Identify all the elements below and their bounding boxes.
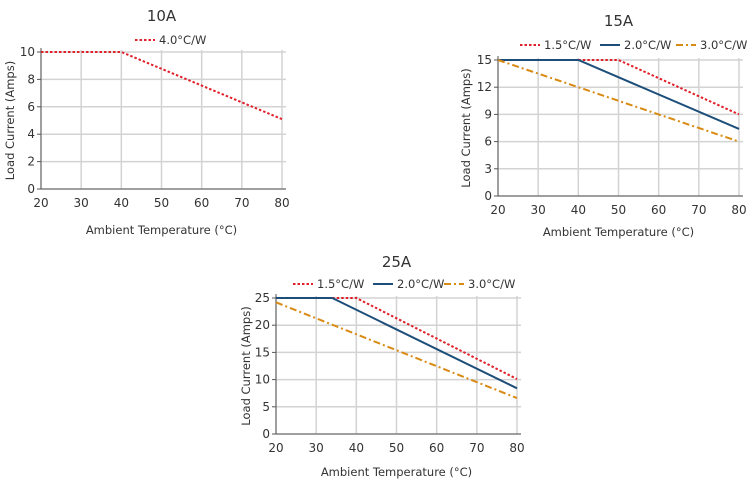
y-tick-label: 0 [27, 182, 35, 196]
x-tick-label: 30 [309, 441, 324, 455]
x-tick-label: 30 [74, 196, 89, 210]
chart-title: 25A [382, 253, 412, 271]
y-tick-label: 6 [27, 100, 35, 114]
y-tick-label: 10 [20, 45, 35, 59]
x-tick-label: 80 [509, 441, 524, 455]
y-tick-label: 15 [477, 53, 492, 67]
series-line-1.5°C/W [332, 297, 518, 380]
y-tick-label: 0 [484, 189, 492, 203]
x-tick-label: 70 [691, 203, 706, 217]
y-tick-label: 9 [484, 107, 492, 121]
y-axis-label: Load Current (Amps) [459, 68, 473, 187]
y-axis-label: Load Current (Amps) [239, 306, 253, 425]
legend-label: 3.0°C/W [468, 277, 515, 291]
y-tick-label: 20 [255, 318, 270, 332]
x-axis-label: Ambient Temperature (°C) [543, 225, 694, 239]
x-tick-label: 50 [611, 203, 626, 217]
legend-label: 1.5°C/W [544, 38, 591, 52]
chart-15A: 20 30 40 50 60 70 80 0 3 6 9 12 15 15A Ambient Tempera… [459, 12, 747, 239]
legend-label: 2.0°C/W [624, 38, 671, 52]
x-tick-label: 70 [234, 196, 249, 210]
series-line-3.0°C/W [275, 301, 518, 400]
x-tick-label: 80 [274, 196, 289, 210]
x-tick-label: 20 [268, 441, 283, 455]
x-axis-label: Ambient Temperature (°C) [321, 465, 472, 479]
x-tick-label: 60 [651, 203, 666, 217]
x-tick-label: 50 [389, 441, 404, 455]
y-tick-label: 2 [27, 155, 35, 169]
chart-title: 15A [604, 12, 634, 30]
chart-25A: 20 30 40 50 60 70 80 0 5 10 15 20 25 25A Ambient Tempe… [239, 253, 525, 479]
y-tick-label: 3 [484, 162, 492, 176]
legend-label: 2.0°C/W [397, 277, 444, 291]
series-line-1.5°C/W [578, 59, 740, 116]
y-tick-label: 12 [477, 80, 492, 94]
y-tick-label: 5 [262, 400, 270, 414]
x-axis-label: Ambient Temperature (°C) [86, 223, 237, 237]
legend-label: 1.5°C/W [317, 277, 364, 291]
x-tick-label: 40 [349, 441, 364, 455]
legend-label: 4.0°C/W [159, 33, 206, 47]
y-tick-label: 15 [255, 345, 270, 359]
x-tick-label: 70 [469, 441, 484, 455]
chart-title: 10A [147, 7, 177, 25]
y-tick-label: 6 [484, 135, 492, 149]
x-tick-label: 50 [154, 196, 169, 210]
chart-10A: 20 30 40 50 60 70 80 0 2 4 6 8 10 10A Ambient Temperat… [3, 7, 290, 237]
legend-label: 3.0°C/W [700, 38, 747, 52]
y-tick-label: 0 [262, 427, 270, 441]
x-tick-label: 20 [490, 203, 505, 217]
x-tick-label: 20 [33, 196, 48, 210]
x-tick-label: 40 [571, 203, 586, 217]
x-tick-label: 30 [531, 203, 546, 217]
x-tick-label: 80 [731, 203, 746, 217]
series-line-2.0°C/W [276, 297, 518, 390]
x-tick-label: 60 [194, 196, 209, 210]
x-tick-label: 60 [429, 441, 444, 455]
y-tick-label: 8 [27, 72, 35, 86]
series-line-2.0°C/W [498, 59, 740, 130]
series-line-3.0°C/W [497, 59, 740, 143]
y-tick-label: 25 [255, 291, 270, 305]
y-axis-label: Load Current (Amps) [3, 61, 17, 180]
x-tick-label: 40 [114, 196, 129, 210]
y-tick-label: 4 [27, 127, 35, 141]
y-tick-label: 10 [255, 373, 270, 387]
